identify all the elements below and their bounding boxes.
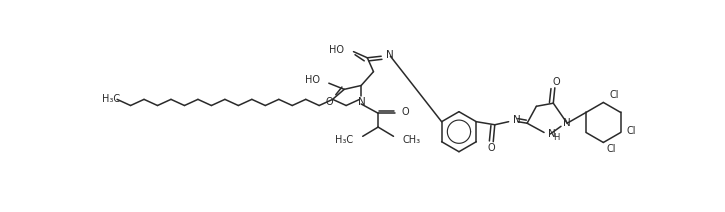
Text: O: O [552, 77, 560, 87]
Text: O: O [325, 97, 333, 107]
Text: H: H [553, 132, 560, 142]
Text: N: N [548, 129, 555, 139]
Text: O: O [401, 107, 409, 117]
Text: HO: HO [329, 45, 344, 55]
Text: Cl: Cl [610, 90, 619, 100]
Text: H₃C: H₃C [102, 94, 120, 104]
Text: CH₃: CH₃ [403, 135, 421, 145]
Text: N: N [563, 118, 571, 128]
Text: O: O [488, 143, 495, 153]
Text: HO: HO [304, 75, 320, 85]
Text: N: N [386, 50, 394, 60]
Text: H₃C: H₃C [336, 135, 354, 145]
Text: Cl: Cl [606, 144, 616, 154]
Text: N: N [358, 98, 366, 107]
Text: Cl: Cl [627, 126, 637, 136]
Text: N: N [513, 115, 521, 125]
